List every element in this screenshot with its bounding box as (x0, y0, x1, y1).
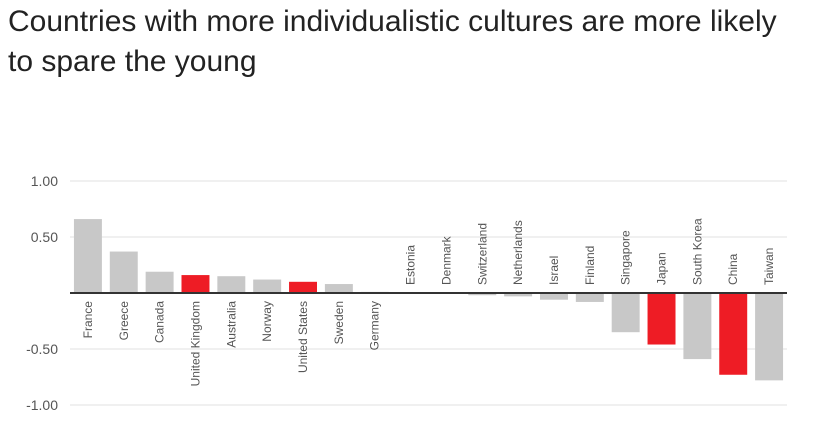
bar (145, 271, 174, 293)
category-label: Denmark (439, 235, 453, 285)
bar (755, 293, 784, 381)
bar (575, 293, 604, 302)
category-label: Germany (368, 301, 382, 350)
bar (647, 293, 676, 345)
category-labels: France Greece Canada United Kingdom Australi… (81, 218, 776, 386)
bar (181, 275, 210, 293)
y-tick-label: -1.00 (26, 397, 58, 413)
category-label: France (81, 301, 95, 339)
chart-title: Countries with more individualistic cult… (8, 5, 777, 78)
y-tick-label: 1.00 (31, 173, 58, 189)
category-label: Estonia (404, 245, 418, 285)
bars (73, 219, 784, 381)
category-label: Netherlands (511, 220, 525, 285)
category-label: Sweden (332, 301, 346, 344)
axis: 1.00 0.50 -0.50 -1.00 (26, 173, 787, 413)
category-label: United Kingdom (188, 301, 202, 386)
bar (289, 281, 318, 293)
category-label: Canada (153, 301, 167, 343)
bar (217, 276, 246, 293)
category-label: United States (296, 301, 310, 373)
category-label: China (726, 253, 740, 285)
bar (683, 293, 712, 360)
category-label: Israel (547, 256, 561, 285)
category-label: Greece (117, 301, 131, 341)
bar (719, 293, 748, 375)
category-label: Japan (655, 252, 669, 285)
y-tick-label: 0.50 (31, 229, 58, 245)
category-label: Singapore (619, 230, 633, 285)
category-label: Switzerland (475, 223, 489, 285)
bar (468, 293, 497, 296)
bar (504, 293, 533, 297)
gridlines (70, 180, 787, 406)
category-label: Finland (583, 246, 597, 285)
category-label: Australia (224, 301, 238, 348)
bar (539, 293, 568, 300)
category-label: South Korea (690, 218, 704, 285)
category-label: Norway (260, 301, 274, 342)
bar (73, 219, 102, 293)
bar (611, 293, 640, 333)
category-label: Taiwan (762, 248, 776, 285)
bar (324, 284, 353, 293)
y-tick-label: -0.50 (26, 341, 58, 357)
bar (253, 279, 282, 293)
bar (109, 251, 138, 293)
